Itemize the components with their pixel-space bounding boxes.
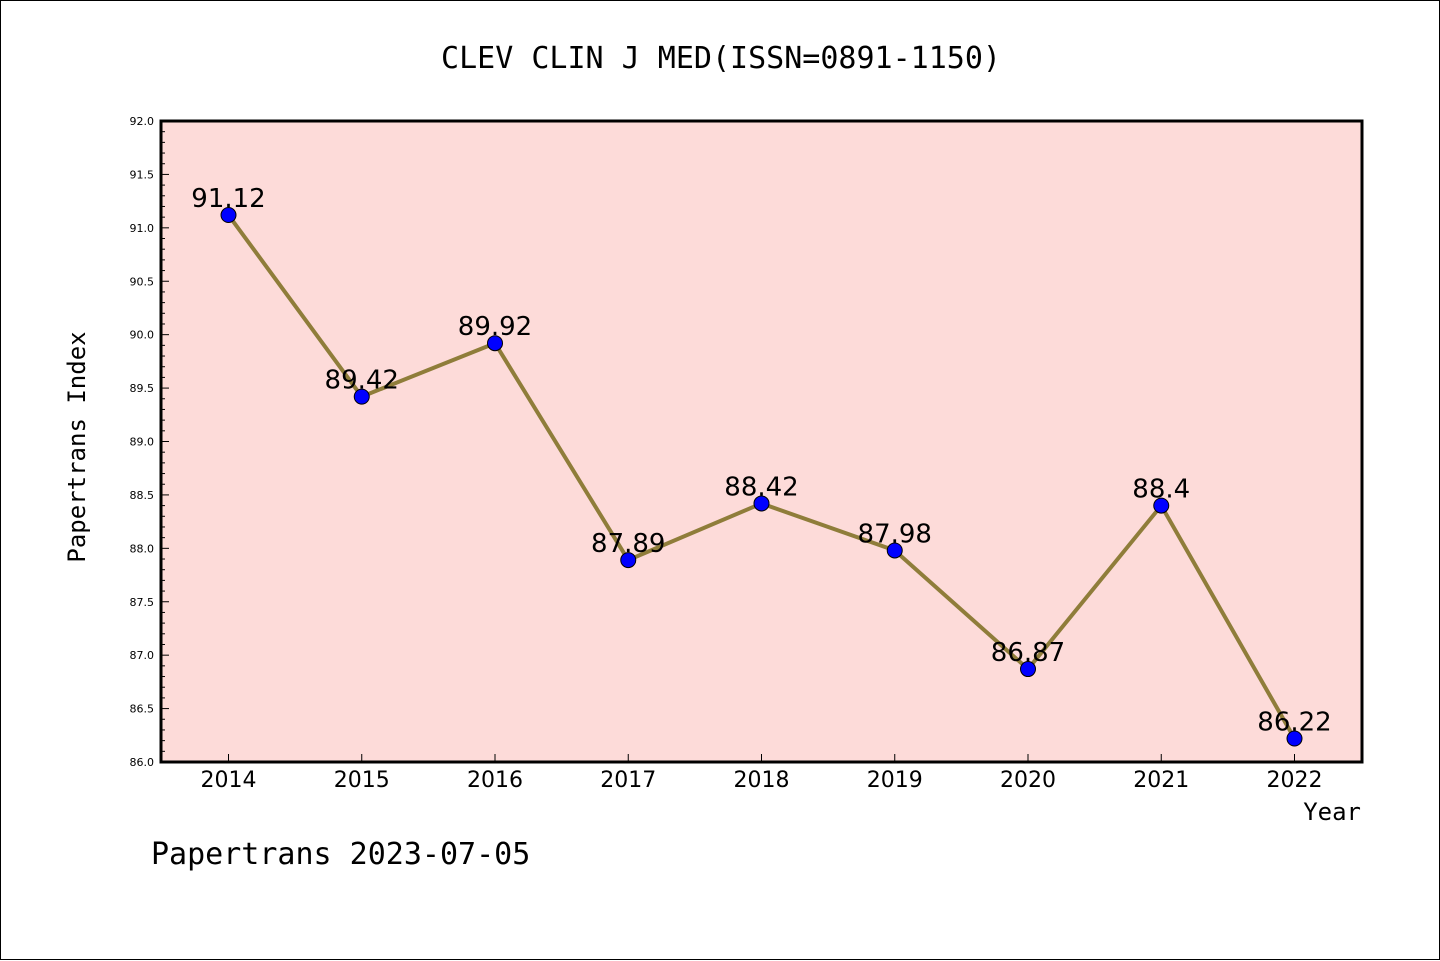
y-tick-label: 87.5 [130,596,155,609]
x-tick-label: 2017 [600,768,656,793]
data-point [620,552,637,569]
x-tick-label: 2019 [867,768,923,793]
y-tick-label: 87.0 [130,649,155,662]
data-label: 87.98 [858,519,932,549]
data-point [1286,730,1303,747]
y-tick-label: 86.0 [130,756,155,769]
y-tick-label: 92.0 [130,115,155,128]
y-tick-label: 90.0 [130,329,155,342]
footer-note: Papertrans 2023-07-05 [151,837,530,872]
y-axis-ticks: 86.0 86.5 87.0 87.5 88.0 88.5 89.0 89.5 90.0 90.5… [130,115,169,769]
y-tick-label: 91.0 [130,222,155,235]
y-tick-label: 88.0 [130,542,155,555]
y-tick-label: 89.5 [130,382,155,395]
x-axis-ticks: 2014 2015 2016 2017 2018 2019 2020 2021 2022 [201,754,1323,793]
x-axis-label: Year [1303,798,1361,826]
data-point [886,542,903,559]
data-label: 88.42 [724,472,798,502]
plot-border [159,119,1364,764]
y-tick-label: 89.0 [130,436,155,449]
y-tick-label: 88.5 [130,489,155,502]
data-label: 87.89 [591,529,665,559]
data-point [487,335,503,352]
data-labels: 91.12 89.42 89.92 87.89 88.42 87.98 86.87 88.4 8… [191,184,1331,737]
y-tick-label: 86.5 [130,703,155,716]
data-point [1153,497,1170,514]
data-point [1020,661,1036,678]
x-tick-label: 2022 [1267,768,1323,793]
y-axis-label: Papertrans Index [63,331,91,562]
data-point [353,388,370,405]
data-label: 91.12 [191,184,265,214]
data-points [220,207,1303,747]
data-point [753,495,770,512]
data-label: 89.92 [458,312,532,342]
data-point [220,207,237,224]
plot-area [161,121,1362,762]
x-tick-label: 2018 [734,768,790,793]
x-tick-label: 2021 [1133,768,1189,793]
x-tick-label: 2015 [334,768,390,793]
data-label: 89.42 [325,366,399,396]
x-tick-label: 2020 [1000,768,1056,793]
data-label: 86.22 [1257,707,1331,737]
y-tick-label: 90.5 [130,275,155,288]
x-tick-label: 2014 [201,768,257,793]
chart-title: CLEV CLIN J MED(ISSN=0891-1150) [441,41,1001,76]
x-tick-label: 2016 [467,768,523,793]
data-label: 86.87 [991,638,1065,668]
y-tick-label: 91.5 [130,168,155,181]
data-label: 88.4 [1132,475,1190,505]
